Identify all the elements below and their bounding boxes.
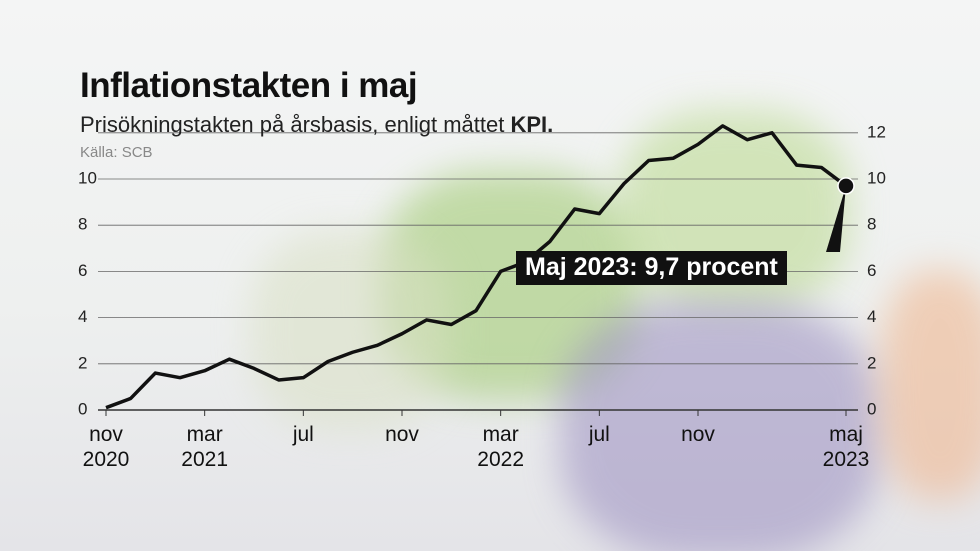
data-line [105, 124, 848, 410]
x-tick-label: nov [681, 423, 715, 446]
background-shape [250, 230, 450, 430]
x-tick-label: mar 2022 [477, 423, 525, 471]
x-tick-label: nov [385, 423, 419, 446]
background-shape [880, 270, 980, 500]
y2-tick-label: 12 [867, 122, 886, 141]
y2-tick-label: 0 [867, 399, 876, 418]
y2-tick-label: 6 [867, 261, 876, 280]
y-tick-label: 4 [78, 307, 87, 326]
y2-tick-label: 8 [867, 215, 876, 234]
x-tick-label: mar 2021 [181, 423, 229, 471]
y2-tick-label: 10 [867, 168, 886, 187]
x-tick-label: nov 2020 [82, 423, 130, 471]
chart-subtitle: Prisökningstakten på årsbasis, enligt må… [80, 112, 553, 138]
y-tick-label: 6 [78, 261, 87, 280]
y-tick-label: 8 [78, 215, 87, 234]
y-tick-label: 10 [78, 168, 97, 187]
x-tick-label: jul [292, 423, 314, 446]
subtitle-text: Prisökningstakten på årsbasis, enligt må… [80, 112, 511, 137]
x-tick-label: jul [588, 423, 610, 446]
y-tick-label: 0 [78, 399, 87, 418]
y2-tick-label: 2 [867, 353, 876, 372]
chart-title: Inflationstakten i maj [80, 66, 418, 105]
annotation: Maj 2023: 9,7 procent [516, 251, 787, 285]
y2-tick-label: 4 [867, 307, 876, 326]
background-shape [560, 300, 880, 551]
subtitle-emphasis: KPI. [510, 112, 554, 137]
y-tick-label: 2 [78, 353, 87, 372]
annotation-pointer [826, 185, 846, 252]
source: Källa: SCB [80, 144, 153, 161]
x-tick-label: maj 2023 [822, 423, 870, 471]
end-point [837, 177, 855, 195]
